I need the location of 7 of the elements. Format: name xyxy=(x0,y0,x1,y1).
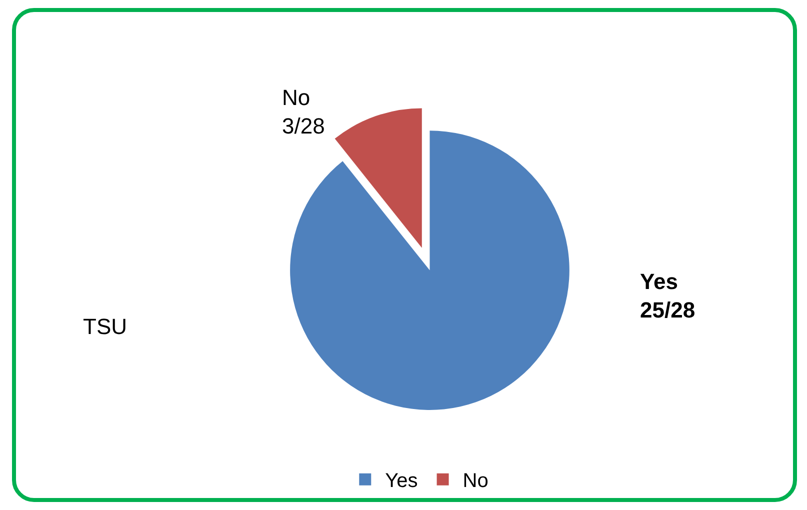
legend-label: Yes xyxy=(385,470,418,492)
slice-label: Yes xyxy=(640,269,678,294)
data-label: 3/28 xyxy=(282,114,325,139)
slice-label: No xyxy=(282,85,310,110)
legend-label: No xyxy=(462,470,488,492)
data-label: 25/28 xyxy=(640,298,696,323)
text: TSU xyxy=(83,314,127,339)
